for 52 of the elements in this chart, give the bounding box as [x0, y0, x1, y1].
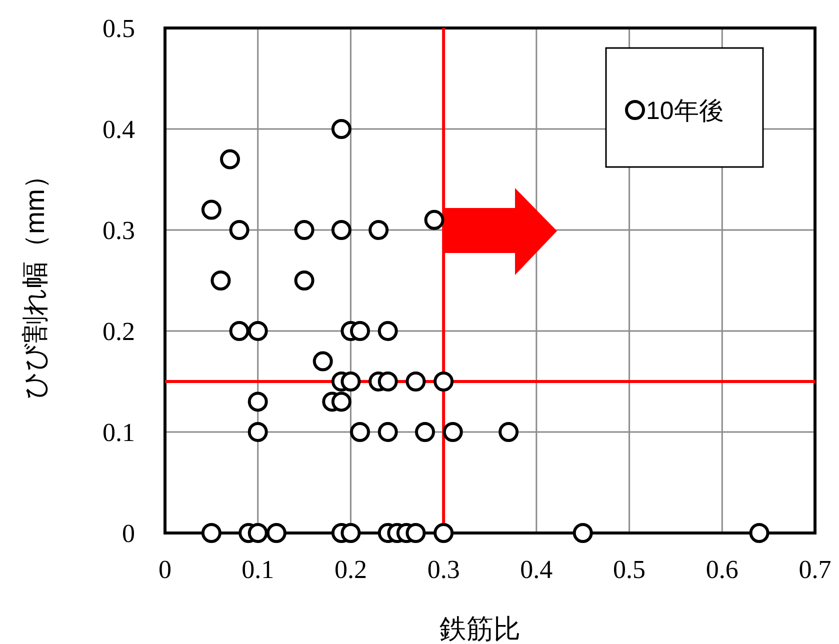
- point: [434, 372, 454, 392]
- point: [248, 523, 268, 543]
- point: [368, 220, 389, 240]
- point: [331, 119, 352, 139]
- point: [340, 372, 361, 392]
- point: [248, 321, 268, 341]
- y-axis-title: ひび割れ幅（mm）: [20, 162, 50, 399]
- point: [406, 523, 426, 543]
- point: [266, 523, 286, 543]
- y-tick-label: 0: [122, 519, 135, 548]
- x-tick-label: 0.6: [706, 555, 738, 584]
- point: [350, 422, 370, 442]
- point: [220, 149, 240, 170]
- point: [424, 210, 444, 230]
- point: [378, 372, 398, 392]
- point: [294, 270, 314, 290]
- point: [434, 523, 454, 543]
- point: [201, 523, 222, 543]
- point: [415, 422, 435, 442]
- point: [331, 220, 352, 240]
- point: [210, 270, 231, 290]
- y-tick-label: 0.3: [102, 216, 135, 245]
- point: [312, 351, 333, 372]
- x-axis-title: 鉄筋比: [440, 614, 520, 644]
- x-tick-label: 0.7: [798, 555, 832, 584]
- point: [572, 523, 593, 543]
- y-tick-label: 0.2: [102, 317, 135, 346]
- point: [229, 321, 250, 341]
- point: [498, 422, 519, 442]
- point: [340, 523, 361, 543]
- x-tick-label: 0: [158, 555, 172, 584]
- point: [248, 392, 268, 412]
- x-tick-label: 0.2: [334, 555, 367, 584]
- x-tick-label: 0.4: [520, 555, 553, 584]
- y-tick-label: 0.5: [102, 14, 135, 43]
- legend-label: 10年後: [646, 97, 724, 125]
- y-tick-label: 0.1: [102, 418, 135, 447]
- x-tick-label: 0.1: [242, 555, 274, 584]
- point: [378, 321, 398, 341]
- x-tick-label: 0.3: [427, 555, 460, 584]
- point: [331, 392, 352, 412]
- point: [201, 200, 222, 220]
- point: [442, 422, 463, 442]
- point: [406, 372, 426, 392]
- point: [229, 220, 250, 240]
- y-tick-label: 0.4: [102, 115, 135, 144]
- point: [749, 523, 770, 543]
- x-tick-label: 0.5: [613, 555, 646, 584]
- point: [350, 321, 370, 341]
- point: [248, 422, 268, 442]
- point: [378, 422, 398, 442]
- point: [294, 220, 314, 240]
